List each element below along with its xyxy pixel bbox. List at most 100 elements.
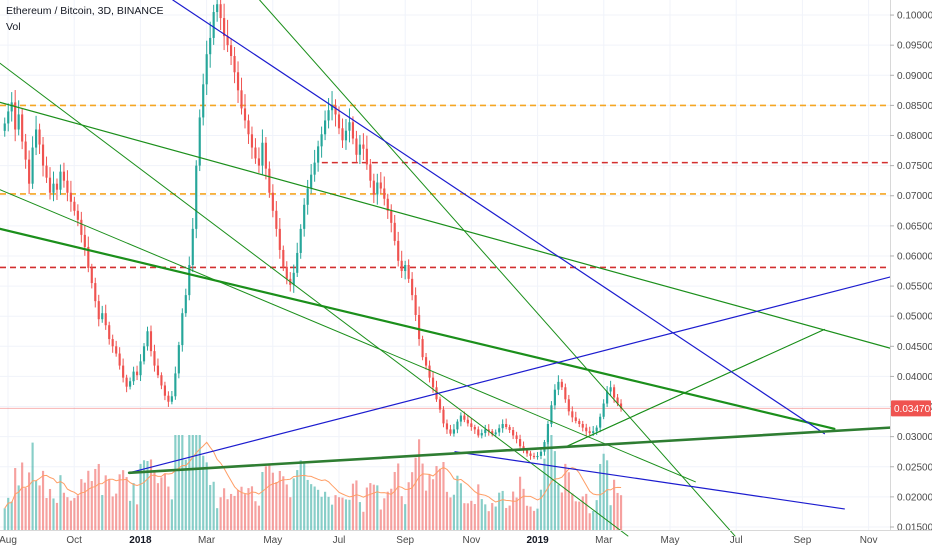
time-axis[interactable]: Aug Oct 2018 Mar May Jul Sep Nov 2019 Mar May Jul Se… xyxy=(0,530,932,547)
candle-body xyxy=(515,435,518,440)
candle-body xyxy=(80,219,83,235)
volume-bar xyxy=(498,492,501,530)
candle-body xyxy=(48,177,52,193)
volume-bar xyxy=(174,435,177,530)
candle-body xyxy=(317,146,320,163)
volume-bar xyxy=(372,484,375,530)
candle-body xyxy=(212,12,215,38)
trendline xyxy=(0,189,696,483)
volume-bar xyxy=(310,484,313,530)
candle-body xyxy=(108,325,111,340)
candle-body xyxy=(83,234,86,247)
candle-body xyxy=(66,180,69,193)
volume-bar xyxy=(62,492,66,530)
candle-body xyxy=(139,361,142,376)
trendline xyxy=(0,227,836,430)
candle-body xyxy=(28,159,31,184)
volume-bar xyxy=(386,491,389,530)
volume-bar xyxy=(484,504,487,530)
volume-bar xyxy=(212,481,215,530)
volume-bar xyxy=(588,513,591,530)
volume-bar xyxy=(320,496,323,530)
candle-body xyxy=(163,385,166,396)
candle-body xyxy=(292,272,295,285)
candle-body xyxy=(484,429,487,434)
volume-bar xyxy=(362,511,365,530)
volume-bar xyxy=(616,492,619,530)
candle-body xyxy=(532,455,536,458)
symbol-title: Ethereum / Bitcoin, 3D, BINANCE xyxy=(6,5,164,17)
candle-body xyxy=(3,123,6,131)
candle-body xyxy=(188,265,191,296)
volume-bar xyxy=(477,484,480,530)
time-tick-label: Mar xyxy=(198,535,216,546)
candle-body xyxy=(73,201,76,211)
trendline xyxy=(454,451,845,510)
volume-bar xyxy=(240,486,243,530)
trendline-layer xyxy=(0,0,892,537)
volume-bar xyxy=(585,493,588,530)
candle-body xyxy=(104,313,107,326)
volume-bar xyxy=(73,498,76,530)
candle-body xyxy=(226,36,229,46)
time-tick-label: Nov xyxy=(463,535,481,546)
candle-body xyxy=(229,45,233,57)
candle-body xyxy=(487,429,490,432)
candle-body xyxy=(254,147,257,159)
last-price-badge xyxy=(891,400,931,417)
candle-body xyxy=(498,428,501,433)
candle-body xyxy=(438,399,442,410)
volume-bar xyxy=(170,499,173,530)
volume-bar xyxy=(351,483,355,530)
volume-bar xyxy=(306,479,309,530)
volume-bar xyxy=(330,504,334,530)
candle-body xyxy=(202,84,205,118)
volume-bar xyxy=(181,435,184,530)
volume-bar xyxy=(560,492,563,530)
volume-bar xyxy=(108,479,111,530)
candle-body xyxy=(38,129,41,145)
volume-bar xyxy=(501,490,504,530)
volume-bar xyxy=(10,501,13,530)
candle-body xyxy=(306,188,309,205)
trendline xyxy=(128,276,891,474)
candle-body xyxy=(97,301,100,320)
volume-bar xyxy=(317,489,320,530)
volume-bar xyxy=(153,470,156,530)
candle-body xyxy=(505,424,508,428)
volume-bar xyxy=(522,488,525,530)
volume-bar xyxy=(28,472,31,530)
candle-body xyxy=(111,339,114,347)
candle-body xyxy=(459,415,462,422)
candle-body xyxy=(268,168,271,193)
candle-body xyxy=(129,381,132,387)
candle-body xyxy=(424,357,428,366)
volume-bar xyxy=(438,468,442,530)
volume-bar xyxy=(397,463,400,530)
volume-bar xyxy=(223,488,226,530)
trendline xyxy=(127,426,892,475)
time-tick-label: Nov xyxy=(860,535,878,546)
trendline xyxy=(0,101,891,349)
volume-bar xyxy=(595,500,598,530)
volume-bar xyxy=(571,493,574,530)
candle-body xyxy=(101,313,104,320)
candle-body xyxy=(24,141,27,160)
candle-body xyxy=(181,313,184,346)
candle-body xyxy=(491,431,494,435)
last-price-label: 0.034702 xyxy=(894,404,932,415)
volume-bar xyxy=(167,486,170,530)
candle-body xyxy=(442,409,445,424)
candle-body xyxy=(94,283,97,302)
